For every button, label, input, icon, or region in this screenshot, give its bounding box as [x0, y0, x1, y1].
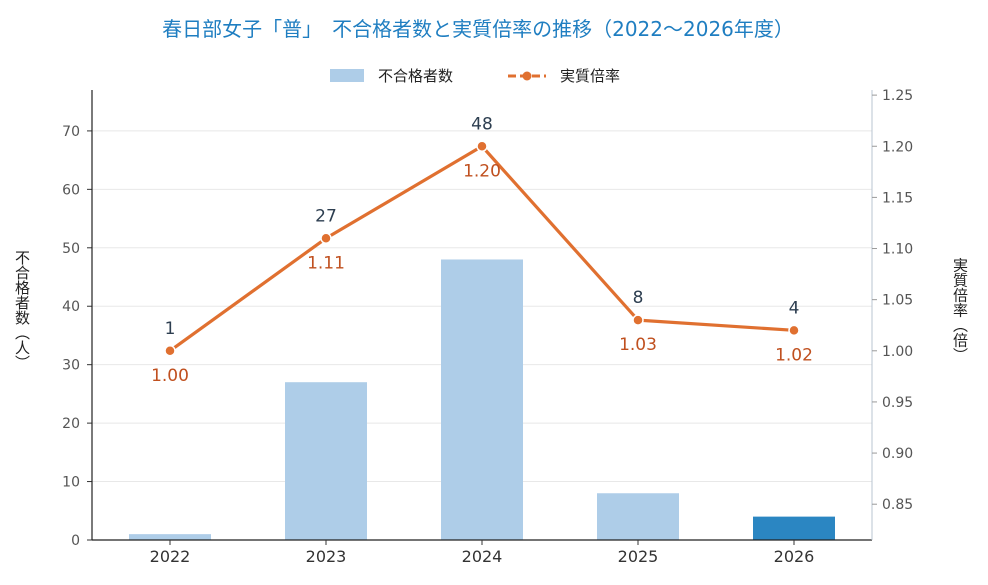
y-tick-label-left: 50: [62, 241, 80, 257]
y-tick-label-left: 30: [62, 358, 80, 374]
legend-line-label: 実質倍率: [560, 67, 620, 85]
y-tick-label-left: 40: [62, 299, 80, 315]
y-tick-label-right: 0.90: [882, 446, 913, 462]
line-value-label: 1.02: [775, 345, 813, 365]
legend-bar-label: 不合格者数: [378, 67, 453, 85]
bar-value-label: 27: [315, 206, 337, 226]
legend-bar-swatch: [330, 69, 364, 82]
line-point-2024: [476, 140, 488, 152]
axes: 0 10 20 30 40 50 60 70 0.85 0.90 0.95 1.00 1.05 1.10 1…: [62, 88, 913, 566]
y-tick-label-left: 20: [62, 416, 80, 432]
y-axis-label-right: 実質倍率（倍）: [951, 258, 969, 363]
y-tick-label-right: 0.95: [882, 395, 913, 411]
y-tick-label-right: 0.85: [882, 497, 913, 513]
x-tick-label: 2023: [306, 547, 347, 566]
line-value-label: 1.03: [619, 335, 657, 355]
line-point-2023: [320, 232, 332, 245]
bar-2022: [129, 534, 211, 540]
bar-2026: [753, 516, 835, 540]
bar-2025: [597, 493, 679, 540]
x-tick-label: 2025: [618, 547, 659, 566]
bar-value-label: 1: [165, 319, 176, 339]
line-value-label: 1.20: [463, 161, 501, 181]
bars: [129, 259, 835, 540]
line-point-2022: [164, 345, 176, 357]
bar-2024: [441, 259, 523, 540]
y-tick-label-right: 1.25: [882, 88, 913, 104]
x-tick-label: 2024: [462, 547, 503, 566]
line-point-2026: [788, 324, 800, 337]
chart-title: 春日部女子「普」 不合格者数と実質倍率の推移（2022〜2026年度）: [162, 17, 794, 41]
y-tick-label-left: 70: [62, 124, 80, 140]
line-value-label: 1.11: [307, 253, 345, 273]
bar-value-label: 8: [633, 288, 644, 308]
y-tick-label-left: 0: [71, 533, 80, 549]
y-tick-label-left: 10: [62, 475, 80, 491]
bar-value-label: 48: [471, 114, 493, 134]
line-point-2025: [632, 314, 644, 326]
x-tick-label: 2022: [150, 547, 191, 566]
line-value-label: 1.00: [151, 366, 189, 386]
y-tick-label-right: 1.10: [882, 242, 913, 258]
y-tick-label-right: 1.00: [882, 344, 913, 360]
bar-2023: [285, 382, 367, 540]
y-axis-label-left: 不合格者数（人）: [13, 250, 31, 370]
x-tick-label: 2026: [774, 547, 815, 566]
y-tick-label-left: 60: [62, 182, 80, 198]
y-tick-label-right: 1.15: [882, 190, 913, 206]
line-series: [164, 140, 800, 357]
bar-value-label: 4: [789, 298, 800, 318]
legend: 不合格者数 実質倍率: [330, 67, 620, 85]
data-labels: 1 1.00 27 1.11 48 1.20 8 1.03 4 1.02: [151, 114, 813, 386]
y-tick-label-right: 1.05: [882, 293, 913, 309]
y-tick-label-right: 1.20: [882, 139, 913, 155]
legend-line-marker: [522, 71, 532, 81]
